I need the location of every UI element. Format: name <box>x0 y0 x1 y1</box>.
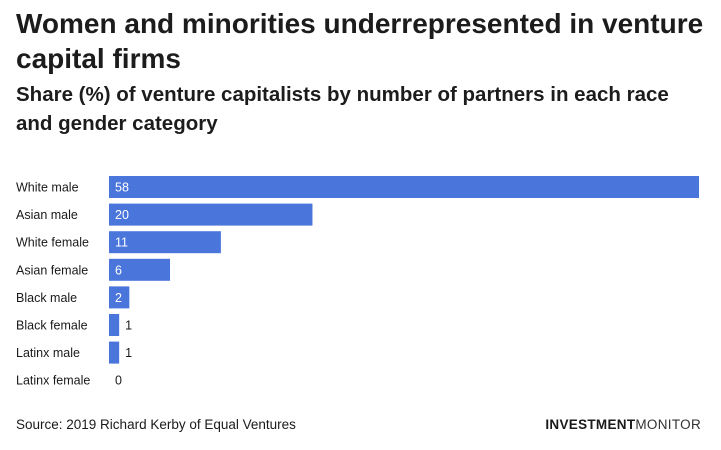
brand-logo-primary: INVESTMENT <box>545 417 636 432</box>
category-label: Asian male <box>16 208 78 222</box>
data-label: 11 <box>115 236 128 250</box>
chart-subtitle: Share (%) of venture capitalists by numb… <box>16 83 669 135</box>
data-label: 2 <box>115 291 122 305</box>
bar <box>109 341 120 364</box>
data-label: 6 <box>115 263 122 277</box>
bar <box>109 203 313 226</box>
source-note: Source: 2019 Richard Kerby of Equal Vent… <box>16 417 296 432</box>
data-label: 20 <box>115 208 129 222</box>
chart-title: Women and minorities underrepresented in… <box>16 8 704 74</box>
data-label: 1 <box>125 319 132 333</box>
bar <box>109 231 221 254</box>
category-label: Black male <box>16 291 77 305</box>
category-label: Asian female <box>16 263 88 277</box>
data-label: 1 <box>125 346 132 360</box>
bar <box>109 258 171 281</box>
brand-logo: INVESTMENTMONITOR <box>545 417 701 432</box>
category-label: Latinx female <box>16 374 90 388</box>
category-label: White female <box>16 236 89 250</box>
data-label: 58 <box>115 181 129 195</box>
bar <box>109 314 120 336</box>
brand-logo-secondary: MONITOR <box>635 417 701 432</box>
category-label: White male <box>16 181 79 195</box>
category-label: Latinx male <box>16 346 80 360</box>
category-label: Black female <box>16 319 88 333</box>
bar <box>109 286 130 309</box>
bar <box>109 176 699 198</box>
data-label: 0 <box>115 374 122 388</box>
